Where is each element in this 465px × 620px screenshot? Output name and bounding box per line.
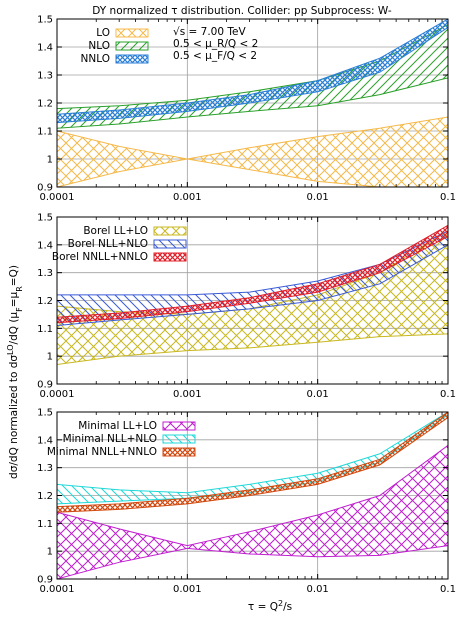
x-tick-label: 0.0001 [40, 389, 75, 400]
legend-swatch [115, 28, 149, 38]
x-tick-label: 0.0001 [40, 584, 75, 595]
y-tick-label: 1.1 [37, 324, 53, 335]
panel-1: 0.911.11.21.31.41.50.0001 0.001 0.01 0.1LON… [37, 15, 456, 204]
legend-label: Minimal NLL+NLO [63, 433, 157, 445]
legend-swatch [162, 434, 196, 444]
x-tick-label: 0.001 [173, 584, 202, 595]
legend-swatch [115, 41, 149, 51]
legend-swatch [153, 226, 187, 236]
band-minimal-ll-lo [57, 444, 448, 579]
y-tick-label: 1.2 [37, 296, 53, 307]
legend-label: NNLO [81, 53, 110, 65]
y-tick-label: 1.4 [37, 43, 53, 54]
y-tick-label: 1.5 [37, 213, 53, 224]
y-tick-label: 0.9 [37, 183, 53, 194]
y-tick-label: 1 [47, 547, 53, 558]
y-tick-label: 1.5 [37, 15, 53, 26]
band-borel-nll-nlo [57, 230, 448, 327]
legend-label: Minimal LL+LO [78, 420, 157, 432]
band-lo [57, 116, 448, 187]
y-tick-label: 1.3 [37, 71, 53, 82]
legend-swatch [162, 421, 196, 431]
x-tick-label: 0.1 [440, 584, 456, 595]
y-tick-label: 1.2 [37, 491, 53, 502]
x-tick-label: 0.01 [307, 389, 329, 400]
y-tick-label: 1.5 [37, 408, 53, 419]
y-tick-label: 0.9 [37, 575, 53, 586]
legend-label: Borel NLL+NLO [68, 238, 148, 250]
legend-label: NLO [88, 40, 110, 52]
panel-2: 0.9 1 1.1 1.2 1.3 1.4 1.5 0.0001 0.001 0.01 0.1 Bor… [37, 213, 456, 401]
legend-label: LO [96, 27, 110, 39]
legend-swatch [162, 447, 196, 457]
y-tick-label: 1.4 [37, 435, 53, 446]
x-tick-label: 0.1 [440, 192, 456, 203]
legend-label: Minimal NNLL+NNLO [47, 446, 157, 458]
panel-3: 0.9 1 1.1 1.2 1.3 1.4 1.5 0.0001 0.001 0.01 0.1 Min… [37, 408, 456, 596]
x-tick-label: 0.001 [173, 192, 202, 203]
annotation: 0.5 < μ_F/Q < 2 [173, 50, 257, 62]
y-axis-label: dσ/dQ normalized to dσLO/dQ (μF=μR=Q) [6, 265, 24, 479]
legend-label: Borel NNLL+NNLO [52, 251, 148, 263]
y-tick-label: 1.4 [37, 240, 53, 251]
x-tick-label: 0.001 [173, 389, 202, 400]
bands [57, 19, 448, 187]
x-tick-label: 0.1 [440, 389, 456, 400]
legend-label: Borel LL+LO [83, 225, 148, 237]
band-borel-nnll-nnlo [57, 224, 448, 324]
y-tick-label: 1.1 [37, 519, 53, 530]
annotation: √s = 7.00 TeV [173, 26, 246, 38]
bands [57, 412, 448, 579]
annotation: 0.5 < μ_R/Q < 2 [173, 38, 258, 50]
legend-swatch [153, 239, 187, 249]
x-tick-label: 0.01 [307, 192, 329, 203]
y-tick-label: 1.3 [37, 268, 53, 279]
chart-title: DY normalized τ distribution. Collider: … [92, 5, 392, 17]
x-tick-label: 0.01 [307, 584, 329, 595]
y-tick-label: 1.3 [37, 463, 53, 474]
band-nnlo [57, 19, 448, 124]
y-tick-label: 1.2 [37, 99, 53, 110]
band-minimal-nll-nlo [57, 412, 448, 505]
band-minimal-nnll-nnlo [57, 412, 448, 513]
y-tick-label: 1 [47, 155, 53, 166]
bands [57, 224, 448, 366]
x-tick-label: 0.0001 [40, 192, 75, 203]
x-axis-label: τ = Q2/s [248, 599, 292, 614]
y-tick-label: 1.1 [37, 127, 53, 138]
y-tick-label: 1 [47, 352, 53, 363]
y-tick-label: 0.9 [37, 380, 53, 391]
legend-swatch [153, 252, 187, 262]
legend-swatch [115, 54, 149, 64]
